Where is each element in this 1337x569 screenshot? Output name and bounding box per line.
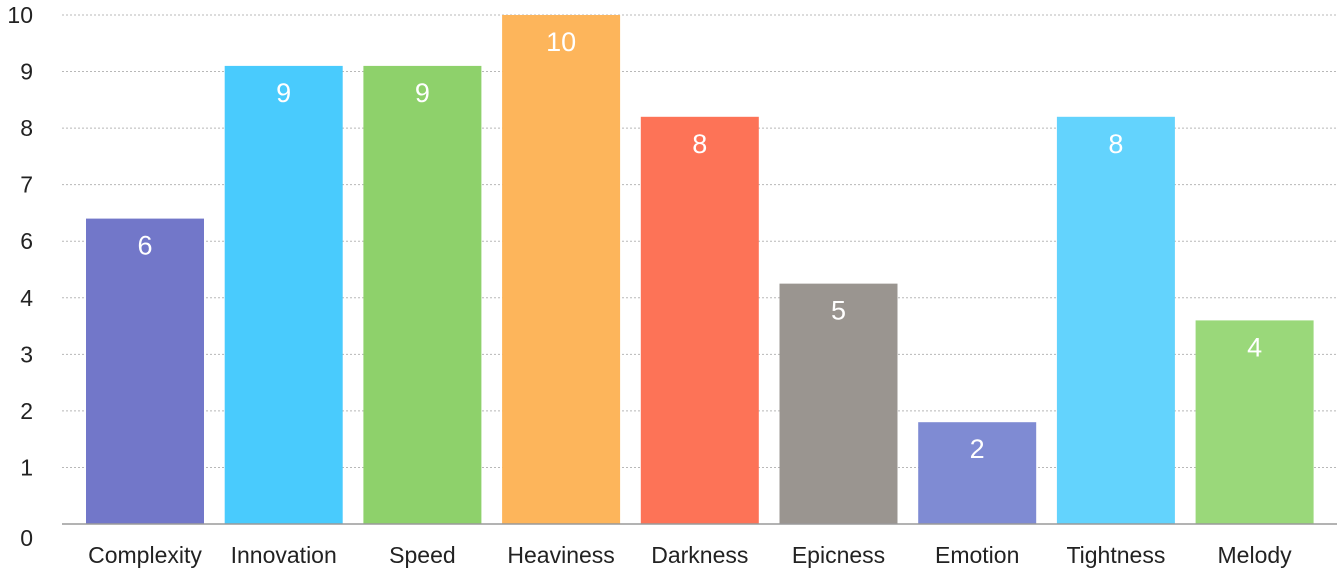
bar-value-label: 9 (276, 78, 291, 108)
bar-speed (363, 65, 482, 525)
y-tick-label: 7 (20, 172, 33, 198)
y-tick-label: 8 (20, 115, 33, 141)
bar-tightness (1056, 116, 1175, 525)
bar-complexity (86, 218, 204, 524)
bars: 6 9 9 10 8 5 2 8 4 (86, 15, 1314, 525)
bar-value-label: 10 (546, 27, 576, 57)
x-category-label: Epicness (792, 542, 885, 568)
axes: 0 1 2 3 4 6 7 8 9 10 Complexity Innovation Speed Heav… (7, 2, 1337, 568)
y-tick-label: 2 (20, 398, 33, 424)
x-category-label: Emotion (935, 542, 1019, 568)
bar-value-label: 8 (692, 129, 707, 159)
y-tick-label: 6 (20, 228, 33, 254)
x-category-label: Innovation (231, 542, 337, 568)
x-category-label: Speed (389, 542, 456, 568)
x-category-label: Complexity (88, 542, 202, 568)
y-tick-label: 4 (20, 285, 33, 311)
bar-heaviness (502, 15, 621, 524)
x-category-label: Heaviness (507, 542, 614, 568)
y-tick-label: 3 (20, 341, 33, 367)
x-category-label: Darkness (651, 542, 748, 568)
y-tick-label: 0 (20, 525, 33, 551)
bar-melody (1195, 320, 1314, 524)
bar-emotion (918, 422, 1037, 524)
bar-darkness (640, 116, 759, 525)
bar-value-label: 8 (1108, 129, 1123, 159)
y-tick-label: 9 (20, 59, 33, 85)
x-category-label: Melody (1218, 542, 1293, 568)
bar-value-label: 6 (137, 231, 152, 261)
bar-value-label: 4 (1247, 332, 1262, 362)
bar-value-label: 9 (415, 78, 430, 108)
y-tick-label: 10 (7, 2, 33, 28)
bar-value-label: 2 (970, 434, 985, 464)
bar-value-label: 5 (831, 296, 846, 326)
bar-epicness (779, 283, 898, 524)
y-tick-label: 1 (20, 454, 33, 480)
x-category-label: Tightness (1066, 542, 1165, 568)
bar-innovation (224, 65, 343, 525)
